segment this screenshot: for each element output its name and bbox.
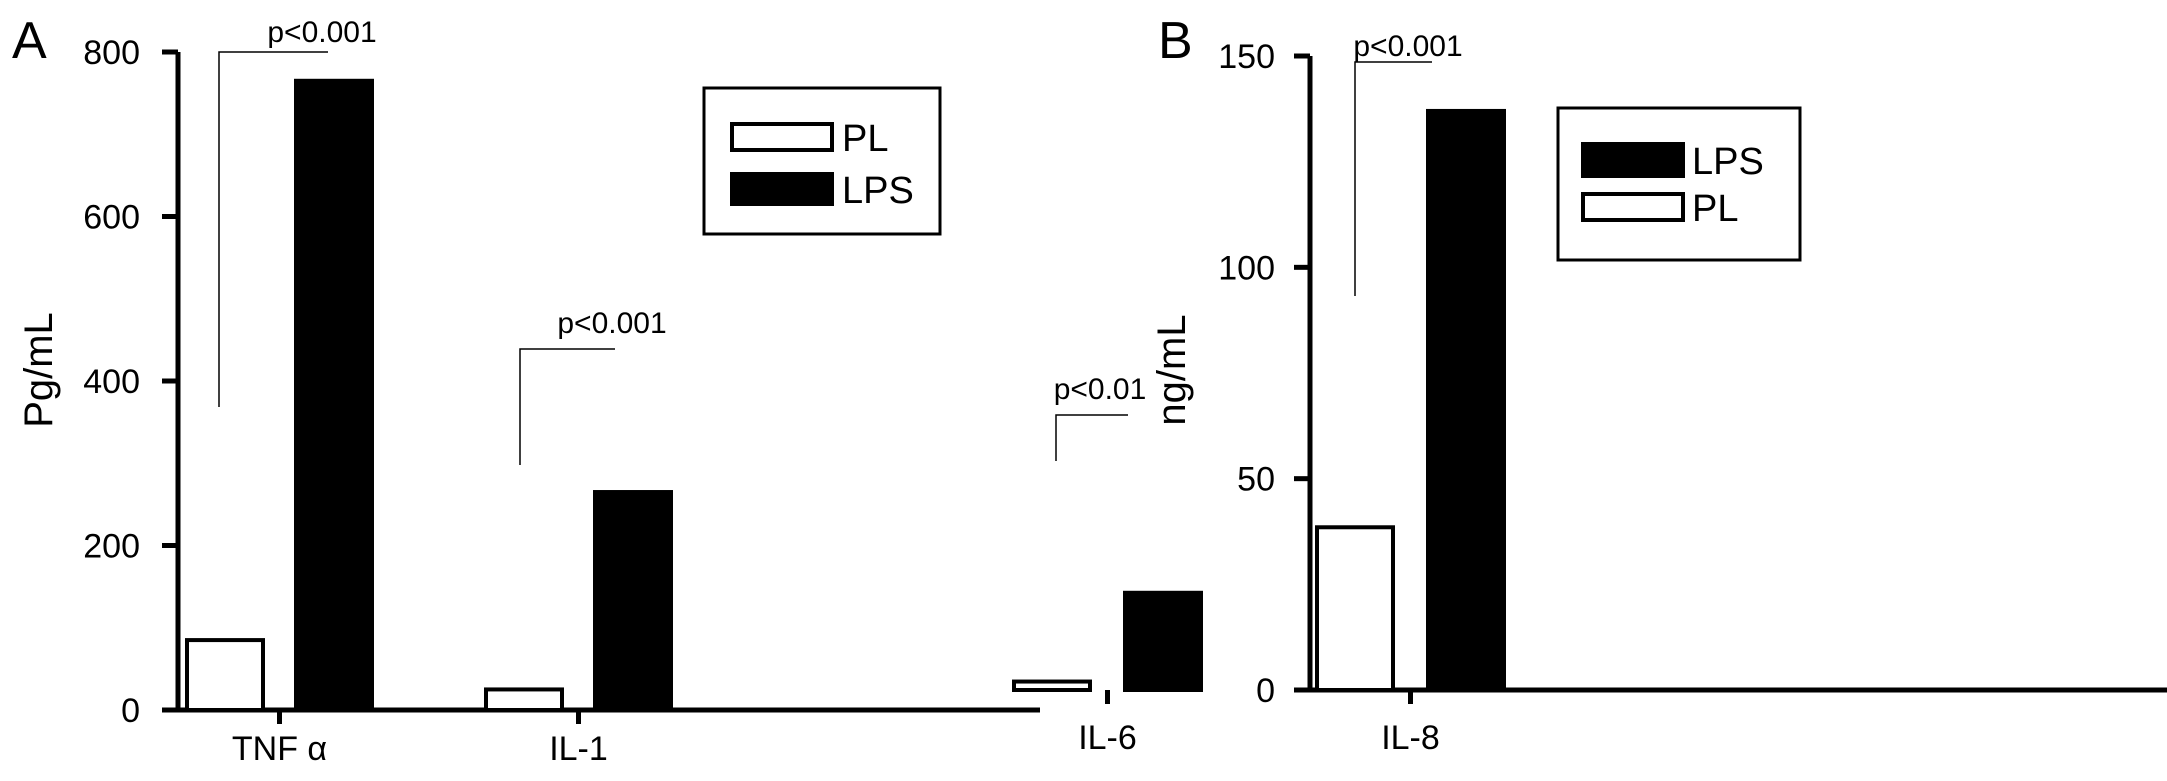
significance-label-il1: p<0.001 <box>557 307 666 340</box>
bar-il-6-pl <box>1012 679 1092 693</box>
category-label-il-1: IL-1 <box>549 730 608 768</box>
panel-b-legend: LPS PL <box>1556 106 1802 262</box>
panel-b-y-ticks: 0 50 100 150 <box>1218 38 1310 710</box>
legend-swatch-lps <box>1581 142 1685 178</box>
bar-il-8-lps <box>1426 108 1506 693</box>
significance-bracket-tnf <box>218 51 328 407</box>
legend-swatch-lps <box>730 172 834 206</box>
panel-a-bars: TNF α IL-1 <box>185 78 673 768</box>
panel-a-significance: p<0.001 p<0.001 <box>218 16 667 465</box>
bar-il-6-lps <box>1123 590 1203 693</box>
category-label-tnf: TNF α <box>232 730 327 768</box>
panel-b-y-axis-title: ng/mL <box>1150 314 1194 425</box>
panel-a-chart: A Pg/mL 0 200 400 600 800 TNF α IL-1 p<0.001 … <box>12 12 1040 768</box>
legend-label-pl: PL <box>842 118 888 160</box>
panel-a-y-tick-label: 0 <box>121 692 140 730</box>
panel-b-letter: B <box>1158 12 1193 70</box>
bar-il-1-lps <box>593 490 673 712</box>
panel-a-legend: PL LPS <box>702 86 942 236</box>
significance-bracket-il1 <box>519 348 615 465</box>
panel-a-y-tick-label: 400 <box>83 363 140 401</box>
bar-tnf-lps <box>294 78 374 713</box>
bar-il-1-pl <box>484 687 564 712</box>
legend-label-lps: LPS <box>842 170 914 212</box>
panel-b-y-tick-label: 50 <box>1237 461 1275 499</box>
legend-label-lps: LPS <box>1692 141 1764 183</box>
panel-b-y-tick-label: 0 <box>1256 672 1275 710</box>
significance-label-il6: p<0.01 <box>1054 373 1147 406</box>
bar-tnf-pl <box>185 638 265 713</box>
panel-a-letter: A <box>12 12 47 70</box>
significance-bracket-il6 <box>1055 414 1128 461</box>
panel-a-y-tick-label: 600 <box>83 199 140 237</box>
legend-swatch-pl <box>730 122 834 152</box>
panel-a-y-ticks: 0 200 400 600 800 <box>83 34 178 730</box>
significance-label-il8: p<0.001 <box>1353 30 1462 63</box>
bar-il-8-pl <box>1315 525 1395 692</box>
panel-b-y-tick-label: 100 <box>1218 249 1275 287</box>
panel-a-y-axis-title: Pg/mL <box>17 312 61 428</box>
legend-box <box>1556 106 1802 262</box>
panel-b-bars: IL-6 IL-8 <box>1012 108 1506 757</box>
panel-a-y-tick-label: 200 <box>83 528 140 566</box>
panel-b-significance: p<0.01 p<0.001 <box>1054 30 1463 461</box>
legend-box <box>702 86 942 236</box>
panel-b-y-tick-label: 150 <box>1218 38 1275 76</box>
panel-b-chart: B ng/mL 0 50 100 150 IL-6 IL-8 p<0.01 p<0.00… <box>1012 12 2167 757</box>
legend-label-pl: PL <box>1692 188 1738 230</box>
significance-label-tnf: p<0.001 <box>267 16 376 49</box>
category-label-il-8: IL-8 <box>1381 719 1440 757</box>
legend-swatch-pl <box>1581 192 1685 222</box>
category-label-il-6: IL-6 <box>1078 719 1137 757</box>
panel-a-y-tick-label: 800 <box>83 34 140 72</box>
significance-bracket-il8 <box>1354 61 1432 296</box>
